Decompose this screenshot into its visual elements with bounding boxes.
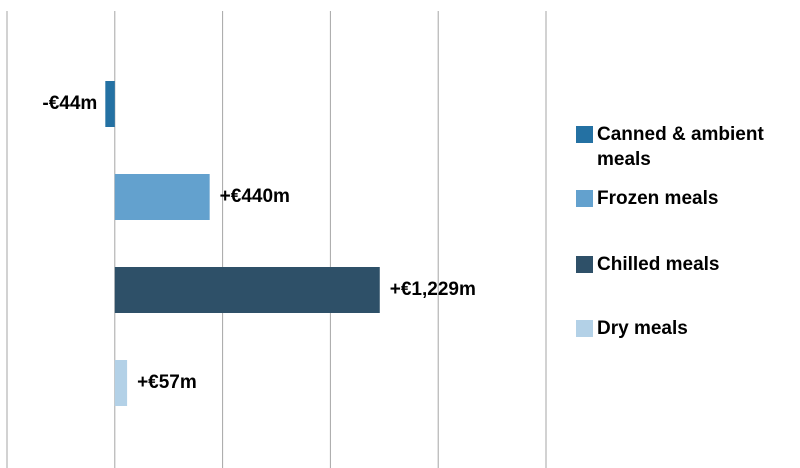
legend-label: Canned & ambient meals — [597, 124, 764, 170]
legend-label: Chilled meals — [597, 254, 720, 275]
legend-label: Dry meals — [597, 318, 688, 339]
bar — [114, 174, 210, 220]
legend-swatch — [576, 190, 593, 207]
legend-item: Frozen meals — [576, 186, 791, 211]
legend-swatch — [576, 256, 593, 273]
bar — [114, 360, 128, 406]
data-label: +€1,229m — [390, 279, 476, 300]
bar — [105, 81, 115, 127]
legend-item: Chilled meals — [576, 252, 791, 277]
bar — [114, 267, 380, 313]
data-label: -€44m — [42, 93, 97, 114]
legend-label: Frozen meals — [597, 188, 719, 209]
legend-swatch — [576, 320, 593, 337]
data-label: +€57m — [137, 372, 197, 393]
legend-item: Dry meals — [576, 316, 791, 341]
legend-swatch — [576, 126, 593, 143]
data-label: +€440m — [220, 186, 290, 207]
legend-item: Canned & ambient meals — [576, 122, 791, 172]
